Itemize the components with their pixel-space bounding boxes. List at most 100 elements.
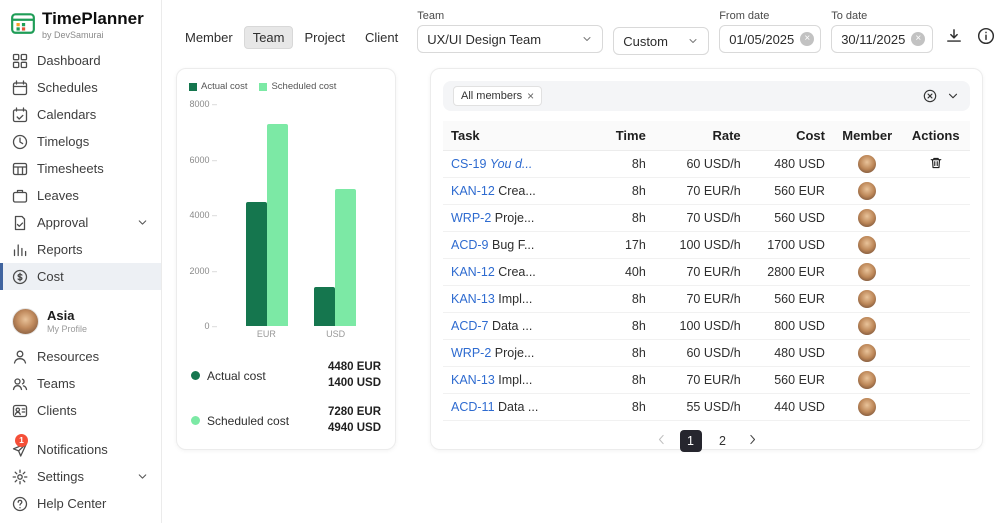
- clear-to-date-icon[interactable]: ×: [911, 32, 926, 46]
- clear-from-date-icon[interactable]: ×: [800, 32, 815, 46]
- sidebar-item-leaves[interactable]: Leaves: [0, 182, 161, 209]
- sidebar-item-dashboard[interactable]: Dashboard: [0, 47, 161, 74]
- page-1-button[interactable]: 1: [679, 430, 702, 452]
- sidebar-item-approval[interactable]: Approval: [0, 209, 161, 236]
- info-button[interactable]: [975, 25, 997, 50]
- task-time: 8h: [595, 366, 654, 394]
- tab-member[interactable]: Member: [176, 26, 242, 49]
- member-avatar[interactable]: [858, 344, 877, 362]
- tab-team[interactable]: Team: [243, 26, 294, 49]
- filter-dropdown-toggle[interactable]: [946, 89, 960, 103]
- content-row: Actual cost Scheduled cost 0 2000 4000 6000 8…: [176, 68, 983, 452]
- table-header-row: Task Time Rate Cost Member Actions: [443, 121, 970, 151]
- app-logo-icon: [10, 10, 36, 41]
- task-cost: 2800 EUR: [748, 258, 833, 286]
- summary-values: 4480 EUR 1400 USD: [327, 361, 381, 389]
- briefcase-icon: [12, 189, 28, 203]
- sidebar-item-notifications[interactable]: Notifications 1: [0, 434, 161, 463]
- trash-icon: [930, 157, 942, 168]
- sidebar-item-schedules[interactable]: Schedules: [0, 74, 161, 101]
- task-link[interactable]: WRP-2: [451, 346, 492, 360]
- from-date-label: From date: [719, 10, 770, 22]
- sidebar-main-nav: Dashboard Schedules Calendars Timelogs Times…: [0, 47, 161, 290]
- sidebar-item-timesheets[interactable]: Timesheets: [0, 155, 161, 182]
- task-time: 8h: [595, 393, 654, 421]
- task-link[interactable]: ACD-7: [451, 319, 489, 333]
- sidebar-item-resources[interactable]: Resources: [0, 343, 161, 370]
- task-cost: 560 USD: [748, 204, 833, 232]
- actions-cell: [901, 366, 970, 394]
- filter-chip[interactable]: All members ×: [453, 86, 543, 106]
- chevron-down-icon: [583, 37, 591, 41]
- member-avatar[interactable]: [858, 290, 877, 308]
- member-avatar[interactable]: [858, 371, 877, 389]
- cost-summary-row: Actual cost 4480 EUR 1400 USD: [189, 353, 383, 398]
- page-2-button[interactable]: 2: [712, 430, 734, 452]
- team-select[interactable]: UX/UI Design Team: [417, 25, 604, 53]
- member-avatar[interactable]: [858, 182, 877, 200]
- download-button[interactable]: [943, 25, 965, 50]
- clear-all-filters[interactable]: [923, 89, 937, 103]
- sidebar-user[interactable]: Asia My Profile: [0, 302, 161, 341]
- calendar-arrow-icon: [12, 79, 28, 95]
- sidebar-item-calendars[interactable]: Calendars: [0, 101, 161, 128]
- sidebar-item-teams[interactable]: Teams: [0, 370, 161, 397]
- to-date-input[interactable]: 30/11/2025 ×: [831, 25, 934, 53]
- task-name: Data ...: [492, 319, 533, 333]
- sidebar-item-label: Help Center: [37, 496, 107, 511]
- summary-dot: [191, 371, 200, 381]
- tab-project[interactable]: Project: [295, 26, 353, 49]
- sidebar-item-settings[interactable]: Settings: [0, 463, 161, 490]
- task-link[interactable]: CS-19: [451, 157, 487, 171]
- person-icon: [13, 350, 27, 364]
- table-row[interactable]: ACD-11 Data ... 8h 55 USD/h 440 USD: [443, 393, 970, 421]
- sidebar-item-timelogs[interactable]: Timelogs: [0, 128, 161, 155]
- member-avatar[interactable]: [858, 263, 877, 281]
- table-row[interactable]: ACD-7 Data ... 8h 100 USD/h 800 USD: [443, 312, 970, 340]
- table-row[interactable]: WRP-2 Proje... 8h 70 USD/h 560 USD: [443, 204, 970, 232]
- range-select[interactable]: Custom: [613, 27, 710, 55]
- download-icon: [947, 29, 962, 42]
- table-row[interactable]: ACD-9 Bug F... 17h 100 USD/h 1700 USD: [443, 231, 970, 259]
- table-row[interactable]: CS-19 You d... 8h 60 USD/h 480 USD: [443, 150, 970, 178]
- circle-x-icon: [923, 89, 937, 103]
- table-row[interactable]: KAN-12 Crea... 8h 70 EUR/h 560 EUR: [443, 177, 970, 205]
- prev-page-button[interactable]: [653, 431, 670, 451]
- chevron-left-icon: [658, 434, 664, 445]
- table-row[interactable]: KAN-12 Crea... 40h 70 EUR/h 2800 EUR: [443, 258, 970, 286]
- task-link[interactable]: KAN-12: [451, 184, 495, 198]
- range-select-group: Custom: [613, 10, 710, 55]
- table-row[interactable]: KAN-13 Impl... 8h 70 EUR/h 560 EUR: [443, 285, 970, 313]
- sidebar-item-help-center[interactable]: Help Center: [0, 490, 161, 517]
- from-date-input[interactable]: 01/05/2025 ×: [719, 25, 822, 53]
- plot-area: [219, 104, 383, 326]
- user-name: Asia: [47, 308, 75, 324]
- task-link[interactable]: KAN-12: [451, 265, 495, 279]
- sidebar-item-cost[interactable]: Cost: [0, 263, 161, 290]
- member-avatar[interactable]: [858, 155, 877, 173]
- table-row[interactable]: KAN-13 Impl... 8h 70 EUR/h 560 EUR: [443, 366, 970, 394]
- task-link[interactable]: KAN-13: [451, 292, 495, 306]
- sidebar-item-label: Calendars: [37, 107, 97, 122]
- member-avatar[interactable]: [858, 398, 877, 416]
- table-row[interactable]: WRP-2 Proje... 8h 60 USD/h 480 USD: [443, 339, 970, 367]
- member-avatar[interactable]: [858, 317, 877, 335]
- sidebar-item-clients[interactable]: Clients: [0, 397, 161, 424]
- task-link[interactable]: WRP-2: [451, 211, 492, 225]
- task-link[interactable]: ACD-11: [451, 400, 495, 414]
- sidebar-item-label: Schedules: [37, 80, 98, 95]
- member-avatar[interactable]: [858, 209, 877, 227]
- task-cost: 1700 USD: [748, 231, 833, 259]
- tab-client[interactable]: Client: [356, 26, 407, 49]
- task-link[interactable]: KAN-13: [451, 373, 495, 387]
- bar-actual-cost-eur: [245, 201, 267, 326]
- task-link[interactable]: ACD-9: [451, 238, 489, 252]
- delete-button[interactable]: [929, 156, 943, 173]
- app-logo[interactable]: TimePlanner by DevSamurai: [0, 9, 161, 47]
- remove-filter-icon[interactable]: ×: [527, 89, 535, 103]
- chart-legend: Actual cost Scheduled cost: [189, 81, 383, 92]
- member-avatar[interactable]: [858, 236, 877, 254]
- task-cost: 800 USD: [748, 312, 833, 340]
- sidebar-item-reports[interactable]: Reports: [0, 236, 161, 263]
- next-page-button[interactable]: [744, 431, 761, 451]
